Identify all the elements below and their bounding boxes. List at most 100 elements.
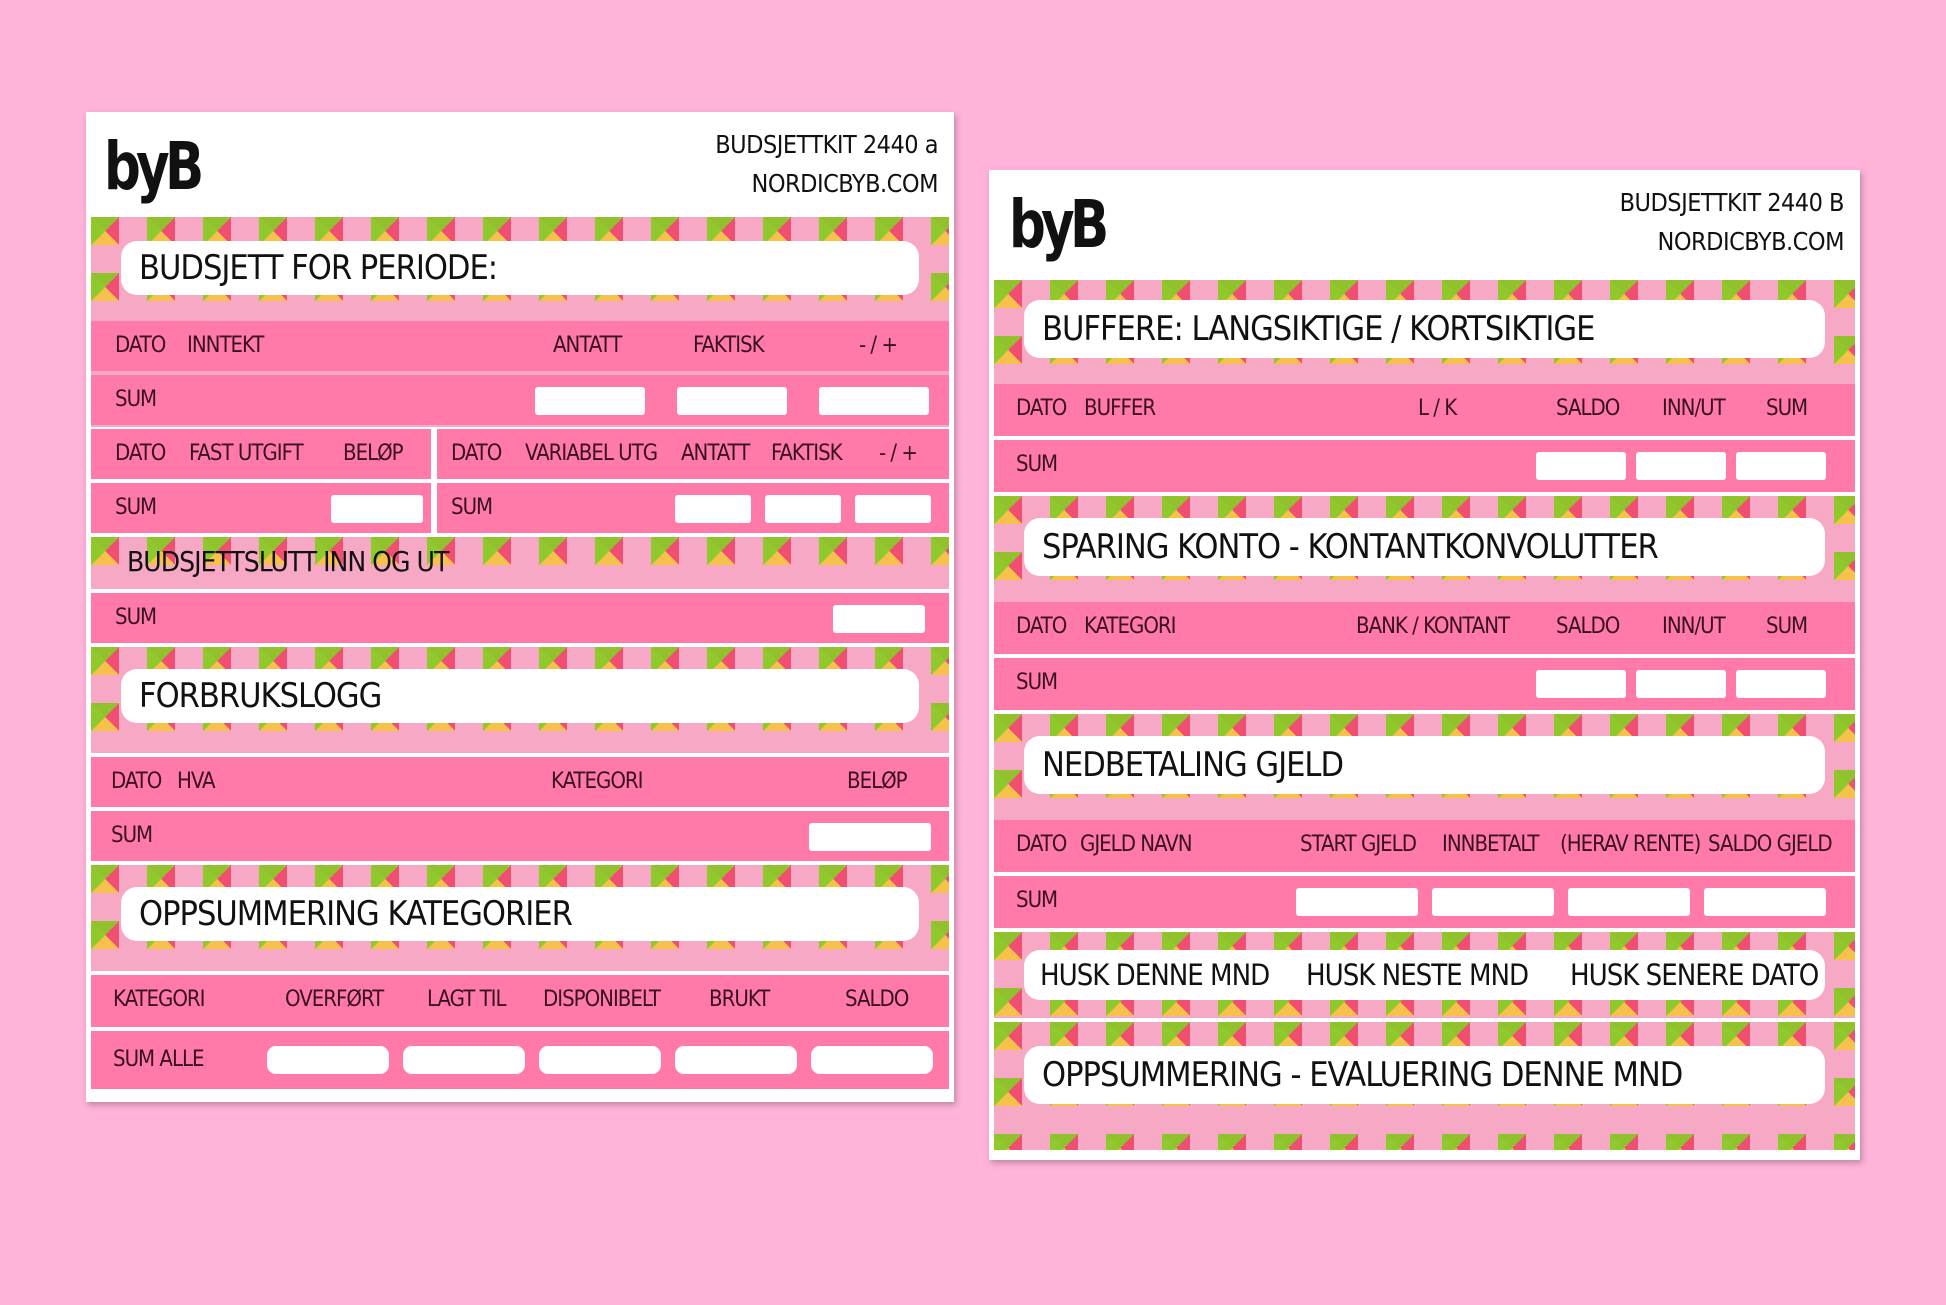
- sum-label: SUM: [1016, 888, 1058, 913]
- usage-sum-row: SUM: [91, 811, 949, 861]
- savings-in-out-box: [1636, 670, 1726, 698]
- header-date: DATO: [1016, 396, 1067, 421]
- income-expected-box: [535, 387, 645, 415]
- sum-balance-box: [811, 1046, 933, 1074]
- categories-band: OPPSUMMERING KATEGORIER: [91, 865, 949, 971]
- expense-header-row: DATO FAST UTGIFT BELØP DATO VARIABEL UTG…: [91, 429, 949, 479]
- sum-label: SUM: [1016, 452, 1058, 477]
- income-difference-box: [819, 387, 929, 415]
- sum-all-label: SUM ALLE: [113, 1047, 205, 1072]
- buffers-title-pill: BUFFERE: LANGSIKTIGE / KORTSIKTIGE: [1024, 300, 1825, 358]
- header-date: DATO: [111, 769, 162, 794]
- header-added: LAGT TIL: [427, 987, 507, 1012]
- evaluation-title-pill: OPPSUMMERING - EVALUERING DENNE MND: [1024, 1046, 1825, 1104]
- header-what: HVA: [177, 769, 216, 794]
- savings-header-row: DATO KATEGORI BANK / KONTANT SALDO INN/U…: [994, 602, 1855, 654]
- header-long-short: L / K: [1418, 396, 1457, 421]
- header-debt-balance: SALDO GJELD: [1708, 832, 1833, 857]
- usage-log-band: FORBRUKSLOGG: [91, 647, 949, 753]
- debt-title-pill: NEDBETALING GJELD: [1024, 736, 1825, 794]
- sum-label: SUM: [115, 387, 157, 412]
- kit-title: BUDSJETTKIT 2440 B: [1619, 188, 1845, 217]
- variable-difference-box: [855, 495, 931, 523]
- summary-sum-box: [833, 605, 925, 633]
- buffers-header-row: DATO BUFFER L / K SALDO INN/UT SUM: [994, 384, 1855, 436]
- debt-paid-box: [1432, 888, 1554, 916]
- header-fixed-expense: FAST UTGIFT: [189, 441, 304, 466]
- budget-summary-label: BUDSJETTSLUTT INN OG UT: [127, 545, 449, 578]
- header-date: DATO: [115, 441, 166, 466]
- debt-band: NEDBETALING GJELD: [994, 714, 1855, 820]
- header-balance: SALDO: [1556, 396, 1620, 421]
- kit-title: BUDSJETTKIT 2440 a: [715, 130, 938, 159]
- sticker-sheet-a: byB BUDSJETTKIT 2440 a NORDICBYB.COM BUD…: [86, 112, 954, 1102]
- header-category: KATEGORI: [113, 987, 206, 1012]
- sum-label: SUM: [1016, 670, 1058, 695]
- header-bank-cash: BANK / KONTANT: [1356, 614, 1510, 639]
- header-income: INNTEKT: [187, 333, 264, 358]
- header-sum: SUM: [1766, 396, 1808, 421]
- sum-label: SUM: [451, 495, 493, 520]
- savings-title-pill: SPARING KONTO - KONTANTKONVOLUTTER: [1024, 518, 1825, 576]
- sum-label: SUM: [115, 495, 157, 520]
- sum-used-box: [675, 1046, 797, 1074]
- savings-sum-row: SUM: [994, 658, 1855, 710]
- buffers-band: BUFFERE: LANGSIKTIGE / KORTSIKTIGE: [994, 280, 1855, 384]
- budget-title-pill: BUDSJETT FOR PERIODE:: [121, 241, 919, 295]
- reminders-pill: HUSK DENNE MND HUSK NESTE MND HUSK SENER…: [1024, 950, 1825, 1000]
- header-in-out: INN/UT: [1662, 396, 1726, 421]
- header-amount: BELØP: [343, 441, 404, 466]
- expense-sum-row: SUM SUM: [91, 483, 949, 533]
- byb-logo: byB: [1009, 186, 1109, 263]
- income-sum-row: SUM: [91, 375, 949, 425]
- savings-band: SPARING KONTO - KONTANTKONVOLUTTER: [994, 496, 1855, 602]
- categories-header-row: KATEGORI OVERFØRT LAGT TIL DISPONIBELT B…: [91, 975, 949, 1027]
- reminder-this-month: HUSK DENNE MND: [1040, 958, 1270, 992]
- header-balance: SALDO: [1556, 614, 1620, 639]
- usage-header-row: DATO HVA KATEGORI BELØP: [91, 757, 949, 807]
- header-expected: ANTATT: [681, 441, 750, 466]
- header-debt-name: GJELD NAVN: [1080, 832, 1192, 857]
- debt-sum-row: SUM: [994, 876, 1855, 928]
- header-date: DATO: [451, 441, 502, 466]
- buffer-balance-box: [1536, 452, 1626, 480]
- income-header-row: DATO INNTEKT ANTATT FAKTISK - / +: [91, 321, 949, 371]
- kit-website: NORDICBYB.COM: [1657, 227, 1845, 256]
- sum-transferred-box: [267, 1046, 389, 1074]
- sum-label: SUM: [115, 605, 157, 630]
- reminder-later-date: HUSK SENERE DATO: [1570, 958, 1819, 992]
- buffers-sum-row: SUM: [994, 440, 1855, 492]
- header-paid: INNBETALT: [1442, 832, 1540, 857]
- header-variable-expense: VARIABEL UTG: [525, 441, 658, 466]
- variable-actual-box: [765, 495, 841, 523]
- usage-log-title-pill: FORBRUKSLOGG: [121, 669, 919, 723]
- header-date: DATO: [1016, 832, 1067, 857]
- budget-summary-band: BUDSJETTSLUTT INN OG UT: [91, 537, 949, 589]
- header-difference: - / +: [859, 333, 898, 358]
- byb-logo: byB: [104, 128, 204, 205]
- header-difference: - / +: [879, 441, 918, 466]
- sticker-sheet-b: byB BUDSJETTKIT 2440 B NORDICBYB.COM BUF…: [989, 170, 1860, 1160]
- buffer-sum-box: [1736, 452, 1826, 480]
- header-interest: (HERAV RENTE): [1560, 832, 1701, 857]
- header-date: DATO: [115, 333, 166, 358]
- header-buffer: BUFFER: [1084, 396, 1156, 421]
- header-category: KATEGORI: [551, 769, 644, 794]
- variable-expense-header: DATO VARIABEL UTG ANTATT FAKTISK - / +: [437, 429, 949, 479]
- header-category: KATEGORI: [1084, 614, 1177, 639]
- buffer-in-out-box: [1636, 452, 1726, 480]
- income-actual-box: [677, 387, 787, 415]
- variable-expected-box: [675, 495, 751, 523]
- sum-label: SUM: [111, 823, 153, 848]
- header-transferred: OVERFØRT: [285, 987, 384, 1012]
- header-expected: ANTATT: [553, 333, 622, 358]
- reminders-band: HUSK DENNE MND HUSK NESTE MND HUSK SENER…: [994, 932, 1855, 1018]
- savings-sum-box: [1736, 670, 1826, 698]
- categories-sum-row: SUM ALLE: [91, 1031, 949, 1089]
- header-start-debt: START GJELD: [1300, 832, 1417, 857]
- evaluation-band: OPPSUMMERING - EVALUERING DENNE MND: [994, 1022, 1855, 1150]
- debt-balance-box: [1704, 888, 1826, 916]
- usage-sum-box: [809, 823, 931, 851]
- variable-expense-sum: SUM: [437, 483, 949, 533]
- debt-start-box: [1296, 888, 1418, 916]
